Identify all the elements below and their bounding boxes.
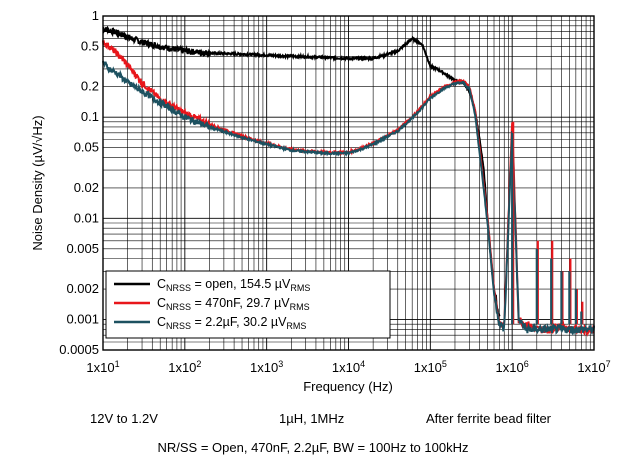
x-tick-label: 1x101	[86, 359, 119, 375]
caption-inductor-frequency: 1µH, 1MHz	[279, 411, 345, 426]
y-tick-label: 0.2	[81, 79, 99, 94]
x-tick-label: 1x102	[168, 359, 201, 375]
legend-label: CNRSS = 470nF, 29.7 µVRMS	[157, 296, 310, 312]
x-tick-label: 1x107	[577, 359, 610, 375]
y-tick-label: 0.0005	[59, 342, 99, 357]
legend: CNRSS = open, 154.5 µVRMS CNRSS = 470nF, …	[105, 270, 391, 339]
plot-series	[102, 25, 595, 337]
x-tick-label: 1x103	[250, 359, 283, 375]
x-tick-label: 1x105	[414, 359, 447, 375]
x-tick-label: 1x106	[496, 359, 529, 375]
legend-box	[105, 270, 391, 339]
y-tick-label: 1	[92, 8, 99, 23]
caption-input-output: 12V to 1.2V	[90, 411, 158, 426]
y-axis-label: Noise Density (µV/√Hz)	[30, 115, 45, 250]
caption-conditions: NR/SS = Open, 470nF, 2.2µF, BW = 100Hz t…	[157, 440, 469, 455]
y-tick-label: 0.02	[74, 180, 99, 195]
x-tick-label: 1x104	[332, 359, 365, 375]
y-tick-labels: 1 0.5 0.2 0.1 0.05 0.02 0.01 0.005 0.002 0.001 0.0…	[59, 8, 99, 357]
series-line-1	[102, 25, 501, 317]
x-tick-labels: 1x101 1x102 1x103 1x104 1x105 1x106 1x107	[86, 359, 610, 375]
y-tick-label: 0.1	[81, 109, 99, 124]
y-tick-label: 0.5	[81, 38, 99, 53]
legend-label: CNRSS = 2.2µF, 30.2 µVRMS	[157, 315, 306, 331]
y-tick-label: 0.005	[66, 241, 99, 256]
legend-label: CNRSS = open, 154.5 µVRMS	[157, 277, 310, 293]
y-tick-label: 0.01	[74, 210, 99, 225]
y-tick-label: 0.05	[74, 140, 99, 155]
y-tick-label: 0.002	[66, 281, 99, 296]
x-axis-label: Frequency (Hz)	[303, 379, 393, 394]
caption-filter: After ferrite bead filter	[426, 411, 551, 426]
plot-frame	[102, 15, 595, 351]
y-tick-label: 0.001	[66, 312, 99, 327]
